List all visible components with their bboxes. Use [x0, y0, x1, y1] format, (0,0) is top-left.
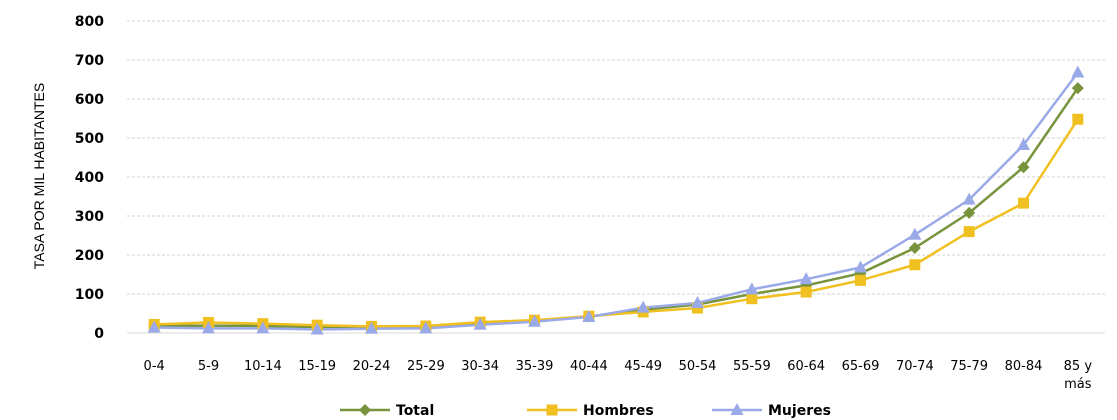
series-line — [154, 118, 1079, 328]
x-tick-label: 35-39 — [516, 359, 554, 374]
data-point — [854, 260, 867, 273]
legend-marker — [730, 403, 744, 415]
legend-item-total: Total — [340, 403, 434, 419]
series-total — [154, 87, 1079, 329]
data-point — [963, 206, 976, 219]
y-tick-label: 600 — [75, 92, 104, 108]
data-point — [256, 321, 270, 334]
markers-hombres — [148, 113, 1084, 332]
series-mujeres — [154, 71, 1079, 331]
legend-label: Total — [396, 403, 434, 419]
y-axis-ticks: 0 100 200 300 400 500 600 700 800 — [75, 14, 104, 342]
data-point — [1071, 65, 1085, 78]
data-point — [963, 226, 975, 238]
series-line — [154, 87, 1079, 329]
data-point — [365, 321, 378, 334]
series-hombres — [154, 118, 1079, 328]
x-tick-label: 50-54 — [679, 359, 717, 374]
gridlines — [127, 20, 1105, 295]
x-tick-label: 45-49 — [624, 359, 662, 374]
data-point — [582, 310, 596, 323]
x-tick-label: 5-9 — [198, 359, 219, 374]
data-point — [528, 314, 541, 327]
x-tick-label: 60-64 — [787, 359, 825, 374]
x-tick-label: 70-74 — [896, 359, 934, 374]
data-point — [1017, 138, 1030, 151]
data-point — [310, 322, 324, 335]
data-series — [147, 65, 1085, 335]
y-tick-label: 700 — [75, 53, 104, 69]
x-tick-label: 30-34 — [461, 359, 499, 374]
data-point — [855, 274, 866, 286]
data-point — [962, 192, 976, 205]
y-tick-label: 400 — [75, 170, 104, 186]
data-point — [908, 241, 921, 254]
x-tick-label: 85 y más — [1064, 359, 1093, 392]
series-line — [154, 71, 1079, 331]
y-tick-label: 300 — [75, 209, 104, 225]
x-axis-ticks: 0-4 5-9 10-14 15-19 20-24 25-29 30-34 35-39 40-4… — [144, 359, 1093, 392]
legend-label: Mujeres — [768, 403, 831, 419]
x-tick-label: 65-69 — [842, 359, 880, 374]
data-point — [202, 321, 215, 334]
legend-item-hombres: Hombres — [527, 403, 654, 419]
data-point — [692, 302, 703, 314]
x-tick-label: 15-19 — [298, 359, 336, 374]
markers-total — [148, 82, 1084, 334]
data-point — [800, 286, 812, 298]
data-point — [1071, 82, 1084, 95]
x-tick-label: 25-29 — [407, 359, 445, 374]
data-point — [1017, 161, 1030, 174]
x-tick-label: 40-44 — [570, 359, 608, 374]
data-point — [746, 293, 758, 305]
x-tick-label: 10-14 — [244, 359, 282, 374]
data-point — [419, 321, 433, 334]
markers-mujeres — [147, 65, 1085, 335]
x-tick-label: 20-24 — [353, 359, 391, 374]
data-point — [799, 272, 813, 285]
y-tick-label: 100 — [75, 287, 104, 303]
data-point — [908, 227, 922, 240]
data-point — [1072, 113, 1084, 125]
legend-item-mujeres: Mujeres — [712, 403, 831, 419]
legend-label: Hombres — [583, 403, 654, 419]
legend-marker — [546, 404, 558, 416]
y-tick-label: 0 — [94, 326, 104, 342]
x-tick-label: 80-84 — [1005, 359, 1043, 374]
data-point — [745, 282, 759, 295]
data-point — [473, 317, 487, 330]
y-tick-label: 800 — [75, 14, 104, 30]
legend: Total Hombres Mujeres — [340, 403, 831, 419]
y-axis-label: TASA POR MIL HABITANTES — [31, 83, 47, 269]
x-tick-label: 0-4 — [144, 359, 165, 374]
data-point — [1018, 197, 1029, 209]
data-point — [147, 320, 161, 333]
y-tick-label: 500 — [75, 131, 104, 147]
x-tick-label: 75-79 — [950, 359, 988, 374]
data-point — [691, 295, 704, 308]
data-point — [909, 259, 921, 271]
y-tick-label: 200 — [75, 248, 104, 264]
data-point — [636, 300, 650, 313]
legend-marker — [359, 404, 371, 416]
x-tick-label: 55-59 — [733, 359, 771, 374]
